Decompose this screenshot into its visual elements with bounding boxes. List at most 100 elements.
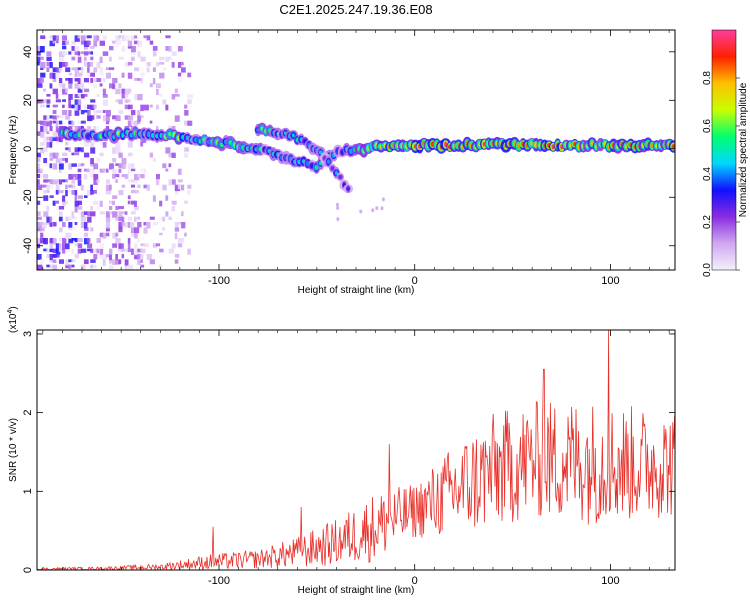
- spectrogram-noise-cell: [121, 72, 125, 78]
- spectrogram-noise-cell: [174, 88, 178, 94]
- spectrogram-noise-cell: [62, 83, 66, 90]
- spectrogram-noise-cell: [77, 174, 82, 180]
- spectrogram-noise-cell: [83, 46, 88, 50]
- spectrogram-noise-cell: [140, 104, 144, 112]
- spectrogram-noise-cell: [90, 62, 94, 67]
- spectrogram-noise-cell: [55, 248, 61, 255]
- spectrogram-noise-cell: [155, 179, 160, 186]
- spectrogram-noise-cell: [159, 62, 165, 65]
- spectrogram-noise-cell: [134, 179, 138, 184]
- spectrogram-noise-cell: [96, 126, 100, 132]
- spectrogram-noise-cell: [65, 147, 70, 151]
- spectrogram-heat-layer: [37, 35, 675, 276]
- spectrogram-noise-cell: [80, 126, 84, 130]
- spectrogram-noise-cell: [83, 168, 90, 172]
- spectrogram-noise-cell: [77, 72, 83, 77]
- spectrogram-noise-cell: [46, 62, 52, 67]
- spectrogram-speck: [381, 197, 385, 202]
- spectrogram-noise-cell: [83, 40, 90, 47]
- spectrogram-noise-cell: [52, 152, 58, 159]
- spectrogram-noise-cell: [102, 110, 106, 113]
- spectrogram-noise-cell: [58, 248, 64, 252]
- spectrogram-noise-cell: [83, 104, 88, 111]
- spectrogram-noise-cell: [165, 35, 171, 39]
- colorbar-tick-label: 0.4: [702, 167, 713, 181]
- spectrogram-noise-cell: [58, 120, 63, 125]
- spectrogram-noise-cell: [77, 35, 81, 39]
- spectrogram-noise-cell: [174, 184, 181, 192]
- spectrogram-noise-cell: [71, 190, 76, 195]
- spectrogram-noise-cell: [149, 259, 156, 265]
- colorbar-tick-label: 0.0: [702, 263, 713, 277]
- spectrogram-noise-cell: [37, 174, 41, 179]
- spectrogram-noise-cell: [49, 126, 53, 132]
- spectrogram-speck: [336, 217, 340, 222]
- spectrogram-noise-cell: [181, 211, 184, 217]
- spectrogram-noise-cell: [83, 110, 89, 113]
- spectrogram-noise-cell: [105, 184, 111, 191]
- spectrogram-noise-cell: [152, 243, 157, 248]
- spectrogram-noise-cell: [105, 115, 110, 122]
- y-tick-label: 0: [22, 146, 34, 152]
- spectrogram-noise-cell: [58, 211, 63, 216]
- spectrogram-noise-cell: [109, 56, 112, 62]
- spectrogram-noise-cell: [46, 248, 52, 253]
- spectrogram-noise-cell: [99, 211, 106, 215]
- spectrogram-noise-cell: [74, 222, 78, 225]
- spectrogram-noise-cell: [177, 179, 183, 183]
- spectrogram-noise-cell: [58, 259, 64, 264]
- spectrogram-noise-cell: [93, 248, 98, 253]
- spectrogram-noise-cell: [40, 35, 46, 40]
- spectrogram-noise-cell: [62, 152, 68, 156]
- spectrogram-noise-cell: [90, 227, 94, 232]
- spectrogram-noise-cell: [87, 62, 91, 68]
- spectrogram-noise-cell: [40, 174, 45, 179]
- spectrogram-noise-cell: [80, 248, 87, 253]
- snr-series-line: [37, 330, 675, 570]
- spectrogram-noise-cell: [40, 131, 45, 138]
- spectrogram-noise-cell: [149, 120, 153, 124]
- spectrogram-noise-cell: [127, 46, 132, 49]
- spectrogram-noise-cell: [187, 72, 192, 78]
- spectrogram-noise-cell: [112, 174, 116, 179]
- spectrogram-noise-cell: [105, 222, 110, 229]
- spectrogram-noise-cell: [83, 152, 90, 158]
- spectrogram-noise-cell: [109, 270, 113, 276]
- spectrogram-noise-cell: [71, 216, 77, 220]
- spectrogram-noise-cell: [65, 158, 68, 163]
- spectrogram-noise-cell: [96, 94, 100, 97]
- spectrogram-noise-cell: [40, 142, 46, 146]
- spectrogram-noise-cell: [37, 238, 42, 244]
- spectrogram-noise-cell: [96, 238, 101, 244]
- spectrogram-noise-cell: [177, 72, 182, 77]
- spectrogram-noise-cell: [121, 94, 126, 99]
- spectrogram-noise-cell: [130, 35, 135, 41]
- spectrogram-noise-cell: [83, 62, 87, 67]
- spectrogram-noise-cell: [62, 110, 68, 116]
- spectrogram-noise-cell: [68, 83, 73, 89]
- spectrogram-noise-cell: [140, 259, 143, 263]
- x-tick-label: 100: [601, 275, 619, 287]
- spectrogram-noise-cell: [105, 168, 109, 173]
- spectrogram-noise-cell: [46, 216, 51, 223]
- spectrogram-noise-cell: [109, 259, 114, 264]
- spectrogram-noise-cell: [80, 40, 85, 45]
- spectrogram-noise-cell: [37, 168, 43, 173]
- spectrogram-noise-cell: [121, 158, 127, 165]
- spectrogram-noise-cell: [43, 174, 49, 179]
- spectrogram-noise-cell: [40, 227, 45, 232]
- spectrogram-noise-cell: [90, 190, 94, 195]
- spectrogram-noise-cell: [49, 62, 53, 69]
- spectrogram-noise-cell: [77, 104, 81, 111]
- spectrogram-noise-cell: [83, 78, 89, 83]
- snr-y-ticks: 0 1 2 3: [22, 331, 675, 573]
- spectrogram-noise-cell: [168, 46, 172, 52]
- spectrogram-noise-cell: [121, 184, 126, 188]
- spectrogram-noise-cell: [75, 270, 79, 274]
- spectrogram-noise-cell: [65, 67, 71, 73]
- spectrogram-noise-cell: [83, 211, 89, 215]
- spectrogram-noise-cell: [40, 126, 44, 132]
- spectrogram-noise-cell: [52, 120, 58, 124]
- spectrogram-noise-cell: [181, 67, 186, 73]
- spectrogram-noise-cell: [52, 67, 58, 73]
